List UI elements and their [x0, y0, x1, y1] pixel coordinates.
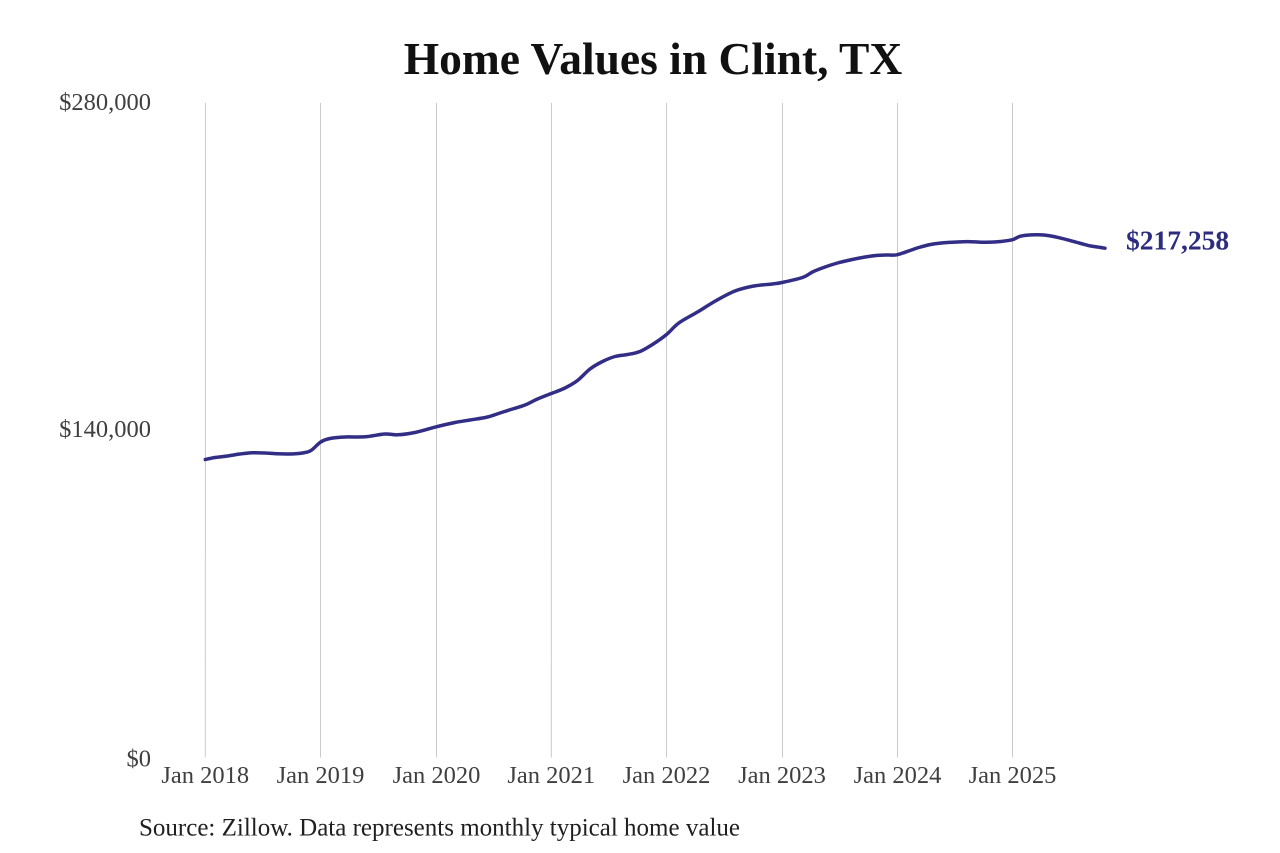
svg-text:Jan 2019: Jan 2019 — [277, 762, 365, 789]
svg-text:Jan 2021: Jan 2021 — [507, 762, 595, 789]
svg-text:Jan 2024: Jan 2024 — [854, 762, 942, 789]
svg-text:Jan 2022: Jan 2022 — [623, 762, 711, 789]
svg-text:$217,258: $217,258 — [1126, 225, 1229, 256]
svg-text:Source: Zillow. Data represent: Source: Zillow. Data represents monthly … — [139, 815, 740, 842]
svg-text:Jan 2023: Jan 2023 — [738, 762, 826, 789]
svg-text:$280,000: $280,000 — [59, 89, 151, 116]
svg-text:Home Values in Clint, TX: Home Values in Clint, TX — [404, 33, 903, 84]
svg-text:Jan 2020: Jan 2020 — [393, 762, 481, 789]
svg-text:$0: $0 — [127, 746, 152, 773]
svg-text:$140,000: $140,000 — [59, 416, 151, 443]
svg-text:Jan 2018: Jan 2018 — [161, 762, 249, 789]
svg-text:Jan 2025: Jan 2025 — [969, 762, 1057, 789]
